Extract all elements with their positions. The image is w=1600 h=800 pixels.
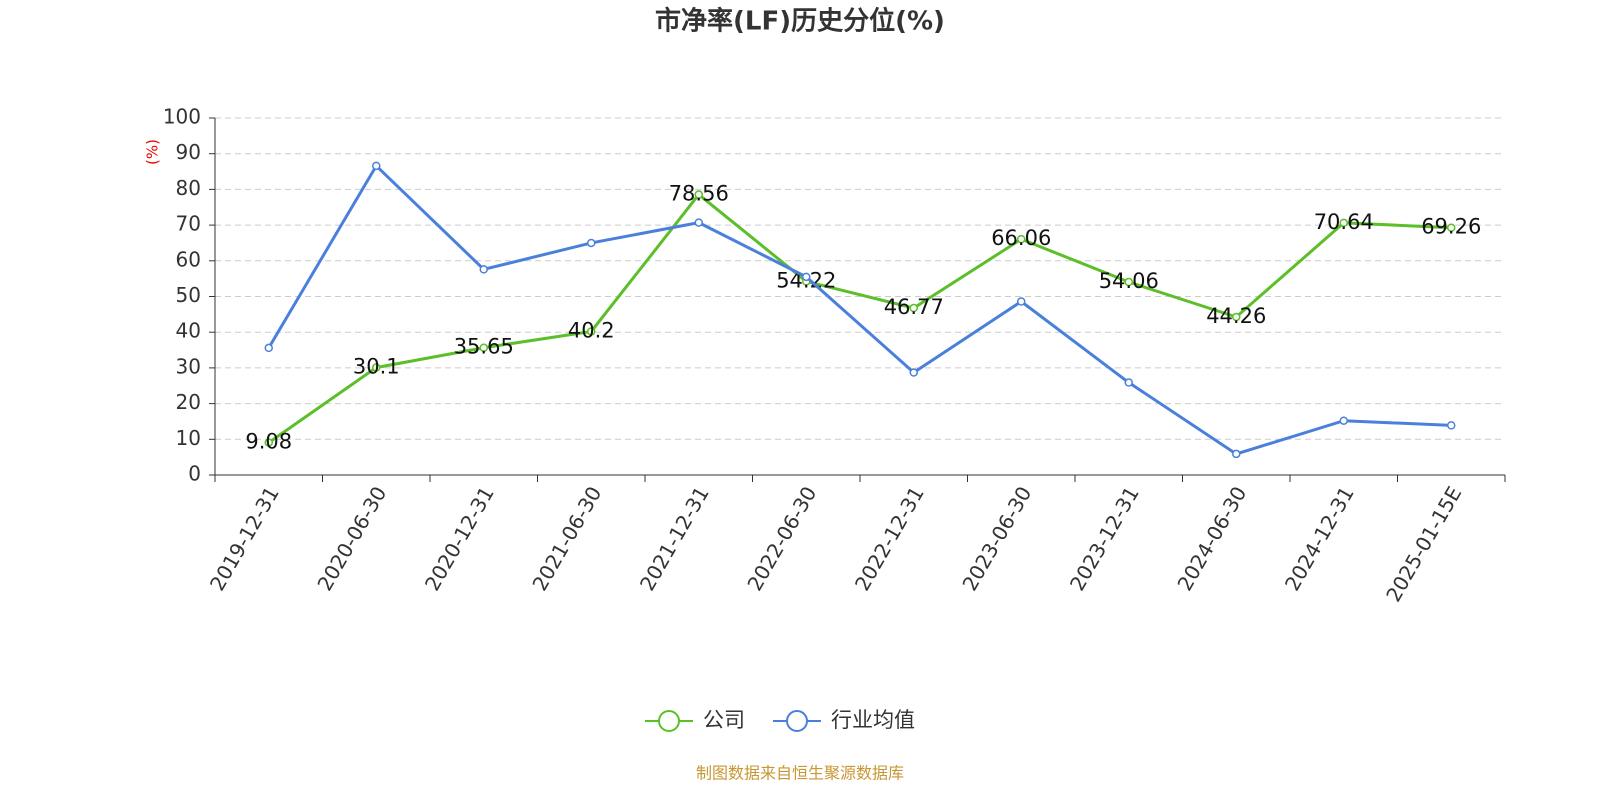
data-point [1447,421,1456,430]
y-tick-label: 80 [176,176,201,200]
data-point [1232,312,1241,322]
y-tick-label: 90 [176,140,201,164]
x-tick-label: 2024-12-31 [1280,482,1359,595]
data-label: 35.65 [454,335,514,359]
x-tick-label: 2023-06-30 [957,482,1036,595]
series-line [267,163,1452,456]
data-point [1017,234,1026,244]
legend-label: 行业均值 [831,708,915,732]
data-point [1232,449,1241,459]
y-tick-label: 10 [176,426,201,450]
data-point [1339,218,1348,228]
y-axis-label: (%) [144,139,162,165]
x-tick-label: 2020-06-30 [312,482,391,595]
data-point [479,265,488,274]
y-tick-label: 20 [176,390,201,414]
data-label: 46.77 [884,295,944,319]
x-tick-label: 2023-12-31 [1065,482,1144,595]
data-label: 78.56 [669,182,729,206]
y-tick-label: 40 [176,319,201,343]
legend-marker [786,710,808,732]
data-label: 9.08 [245,430,292,454]
data-point [479,343,488,352]
data-label: 40.2 [568,318,615,342]
data-point [264,438,273,447]
x-tick-label: 2020-12-31 [420,482,499,595]
x-tick-label: 2019-12-31 [205,482,284,595]
data-label: 54.06 [1099,269,1159,293]
data-point [802,272,811,282]
y-tick-label: 50 [176,283,201,307]
source-note: 制图数据来自恒生聚源数据库 [696,764,904,783]
chart-title: 市净率(LF)历史分位(%) [655,6,945,37]
data-point [587,238,596,248]
data-label: 44.26 [1206,304,1266,328]
legend-label: 公司 [703,708,745,732]
data-point [694,218,703,227]
data-point [372,161,381,171]
data-point [264,343,273,353]
x-tick-label: 2021-12-31 [635,482,714,595]
data-point [1124,378,1133,387]
x-tick-label: 2025-01-15E [1381,482,1466,606]
data-point [1124,277,1133,287]
y-tick-label: 30 [176,354,201,378]
y-tick-label: 0 [188,462,201,486]
x-tick-label: 2021-06-30 [527,482,606,595]
legend-item: 行业均值 [773,708,915,732]
y-tick-label: 60 [176,247,201,271]
data-label: 70.64 [1314,210,1374,234]
series-line [267,192,1452,444]
data-point [694,190,703,199]
data-point [1017,297,1026,306]
data-point [587,327,596,336]
data-point [1447,223,1456,232]
data-point [909,303,918,313]
data-label: 69.26 [1421,215,1481,239]
legend-item: 公司 [645,708,745,732]
x-tick-label: 2022-06-30 [742,482,821,595]
x-tick-label: 2022-12-31 [850,482,929,595]
data-point [909,368,918,377]
legend-marker [658,710,680,732]
data-label: 30.1 [353,355,400,379]
data-point [372,363,381,372]
data-point [1339,416,1348,425]
y-tick-label: 70 [176,212,201,236]
x-tick-label: 2024-06-30 [1172,482,1251,595]
y-tick-label: 100 [163,105,201,129]
data-label: 66.06 [991,226,1051,250]
